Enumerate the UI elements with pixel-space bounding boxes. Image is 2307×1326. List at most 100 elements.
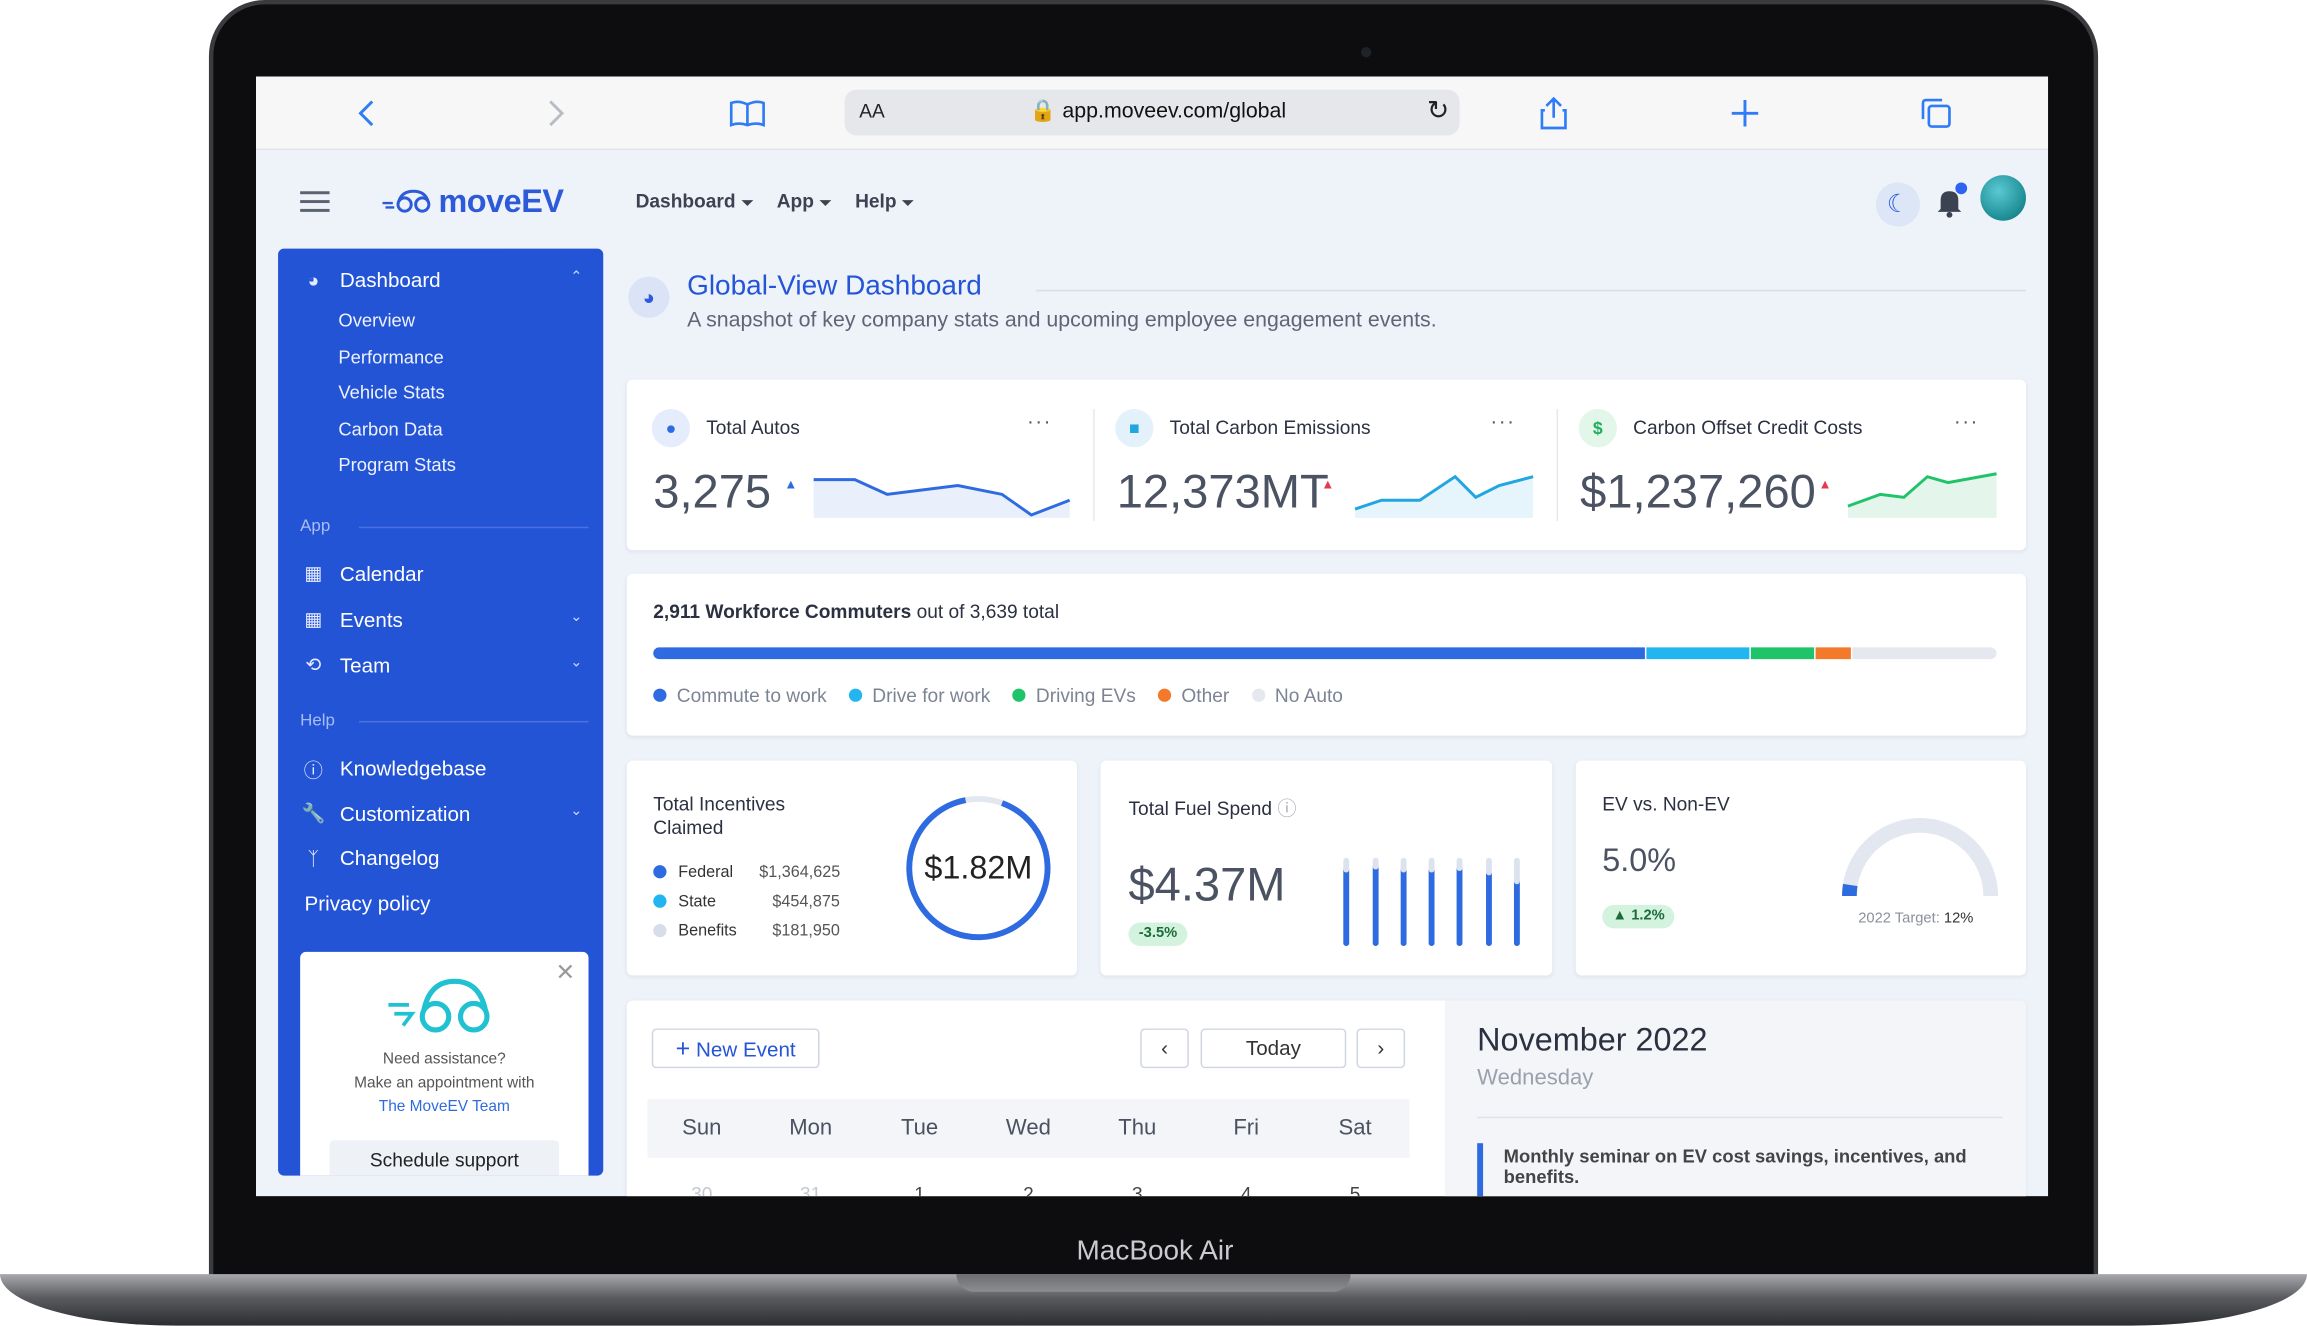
screen: AA 🔒 app.moveev.com/global ↻ moveEV Dash… xyxy=(256,76,2049,1197)
avatar[interactable] xyxy=(1980,175,2026,221)
address-bar[interactable]: AA 🔒 app.moveev.com/global ↻ xyxy=(844,89,1460,136)
sidebar-sub-vehicle-stats[interactable]: Vehicle Stats xyxy=(338,382,445,404)
back-icon[interactable] xyxy=(347,94,385,132)
incentives-total: $1.82M xyxy=(924,848,1033,886)
sidebar-item-calendar[interactable]: ▦ Calendar xyxy=(278,555,603,593)
help-circle-icon[interactable]: ⓘ xyxy=(1277,797,1297,820)
calendar-icon: ▦ xyxy=(304,562,323,585)
car-illustration-icon xyxy=(388,978,490,1033)
ev-card: EV vs. Non-EV 5.0% ▲ 1.2% 2022 Target: 1… xyxy=(1575,760,2026,976)
sidebar-item-customization[interactable]: 🔧 Customization ⌄ xyxy=(278,795,603,833)
new-event-button[interactable]: + New Event xyxy=(651,1028,820,1069)
event-marker xyxy=(1477,1143,1484,1197)
calendar-day[interactable]: 31 xyxy=(800,1182,822,1197)
sidebar-item-label: Privacy policy xyxy=(304,891,431,916)
bookmarks-icon[interactable] xyxy=(728,94,766,132)
commuters-count: 2,911 Workforce Commuters xyxy=(653,600,912,623)
menu-app[interactable]: App xyxy=(777,190,832,212)
calendar-day[interactable]: 30 xyxy=(691,1182,713,1197)
calendar-month: November 2022 xyxy=(1477,1021,1708,1058)
browser-toolbar: AA 🔒 app.moveev.com/global ↻ xyxy=(256,76,2049,151)
new-tab-icon[interactable] xyxy=(1726,94,1764,132)
incentives-title-1: Total Incentives xyxy=(653,793,786,816)
share-icon[interactable] xyxy=(1535,94,1573,132)
more-icon[interactable]: ··· xyxy=(1953,409,1979,433)
sidebar-item-changelog[interactable]: ᛉ Changelog xyxy=(278,839,603,877)
stat-carbon-emissions: ■ Total Carbon Emissions ··· 12,373MT ▲ xyxy=(1090,380,1553,551)
sidebar-item-events[interactable]: ▦ Events ⌄ xyxy=(278,600,603,638)
incentive-state: State $454,875 xyxy=(653,893,844,911)
logo[interactable]: moveEV xyxy=(380,182,564,220)
commuters-total: out of 3,639 total xyxy=(916,600,1060,623)
calendar-day[interactable]: 4 xyxy=(1240,1182,1252,1197)
legend-drive-for-work: Drive for work xyxy=(848,684,990,706)
stat-label: Carbon Offset Credit Costs xyxy=(1633,416,1863,439)
commuters-legend: Commute to work Drive for work Driving E… xyxy=(653,684,1343,706)
stat-value: 3,275 xyxy=(653,464,772,518)
incentives-ring xyxy=(906,795,1051,941)
progress-segment xyxy=(653,647,1645,660)
commuters-card: 2,911 Workforce Commuters out of 3,639 t… xyxy=(626,573,2026,736)
sidebar-item-dashboard[interactable]: ◕ Dashboard ⌃ xyxy=(278,260,603,298)
close-icon[interactable]: ✕ xyxy=(555,960,576,986)
stat-label: Total Carbon Emissions xyxy=(1169,416,1371,439)
more-icon[interactable]: ··· xyxy=(1026,409,1052,433)
sidebar-item-privacy[interactable]: Privacy policy xyxy=(278,884,603,922)
menu-help[interactable]: Help xyxy=(855,190,914,212)
calendar-weekday-header xyxy=(647,1099,1410,1158)
sidebar-sub-overview[interactable]: Overview xyxy=(338,310,416,332)
help-text-1: Need assistance? xyxy=(382,1050,506,1069)
sidebar-sub-performance[interactable]: Performance xyxy=(338,347,444,368)
page-title: Global-View Dashboard xyxy=(687,270,982,302)
top-nav: moveEV Dashboard App Help ☾ xyxy=(256,150,2048,250)
calendar-day[interactable]: 1 xyxy=(914,1182,925,1197)
calendar-weekday: Wednesday xyxy=(1477,1065,1594,1091)
calendar-day[interactable]: 2 xyxy=(1023,1182,1034,1197)
weekday-label: Tue xyxy=(900,1115,939,1141)
incentives-card: Total Incentives Claimed Federal $1,364,6… xyxy=(626,760,1077,976)
sidebar-item-label: Calendar xyxy=(339,562,424,586)
more-icon[interactable]: ··· xyxy=(1490,409,1516,433)
dark-mode-icon[interactable]: ☾ xyxy=(1875,182,1921,227)
prev-month-button[interactable]: ‹ xyxy=(1140,1028,1189,1069)
today-button[interactable]: Today xyxy=(1200,1028,1347,1069)
bell-icon[interactable] xyxy=(1933,182,1968,220)
calendar-events-icon: ▦ xyxy=(304,607,323,630)
progress-segment xyxy=(1750,647,1814,660)
help-link[interactable]: The MoveEV Team xyxy=(378,1097,510,1116)
calendar-day[interactable]: 3 xyxy=(1131,1182,1143,1197)
ev-change-badge: ▲ 1.2% xyxy=(1602,904,1676,929)
url-text: 🔒 app.moveev.com/global xyxy=(1029,100,1287,124)
forward-icon[interactable] xyxy=(537,94,575,132)
weekday-label: Mon xyxy=(789,1115,833,1141)
sidebar-item-knowledgebase[interactable]: ⓘ Knowledgebase xyxy=(278,749,603,787)
sidebar-item-team[interactable]: ⟲ Team ⌄ xyxy=(278,646,603,684)
schedule-support-button[interactable]: Schedule support xyxy=(329,1140,560,1176)
sidebar-item-label: Customization xyxy=(339,801,471,826)
ev-target: 2022 Target: 12% xyxy=(1858,910,1974,927)
sidebar-item-label: Changelog xyxy=(339,845,440,870)
sidebar-sub-carbon-data[interactable]: Carbon Data xyxy=(338,419,443,440)
sidebar-sub-program-stats[interactable]: Program Stats xyxy=(338,454,456,476)
calendar-day[interactable]: 5 xyxy=(1349,1182,1361,1197)
legend-no-auto: No Auto xyxy=(1251,684,1343,706)
brand-name: moveEV xyxy=(438,182,564,220)
sidebar-item-label: Team xyxy=(339,653,391,677)
reload-icon[interactable]: ↻ xyxy=(1427,95,1450,126)
sidebar-item-label: Events xyxy=(339,607,403,632)
menu-icon[interactable] xyxy=(300,191,330,212)
next-month-button[interactable]: › xyxy=(1356,1028,1406,1069)
text-size-button[interactable]: AA xyxy=(859,100,885,123)
ev-value: 5.0% xyxy=(1602,841,1677,879)
git-branch-icon: ᛉ xyxy=(307,846,320,869)
event-item[interactable]: Monthly seminar on EV cost savings, ince… xyxy=(1503,1146,1967,1188)
divider xyxy=(1556,409,1559,521)
legend-other: Other xyxy=(1157,684,1229,706)
incentive-federal: Federal $1,364,625 xyxy=(653,864,844,881)
tabs-icon[interactable] xyxy=(1917,94,1955,132)
chevron-down-icon: ⌄ xyxy=(570,803,583,820)
share-nodes-icon: ⟲ xyxy=(305,653,322,676)
trend-up-icon: ▲ xyxy=(1818,476,1832,492)
menu-dashboard[interactable]: Dashboard xyxy=(636,190,754,212)
laptop-notch xyxy=(956,1274,1351,1292)
